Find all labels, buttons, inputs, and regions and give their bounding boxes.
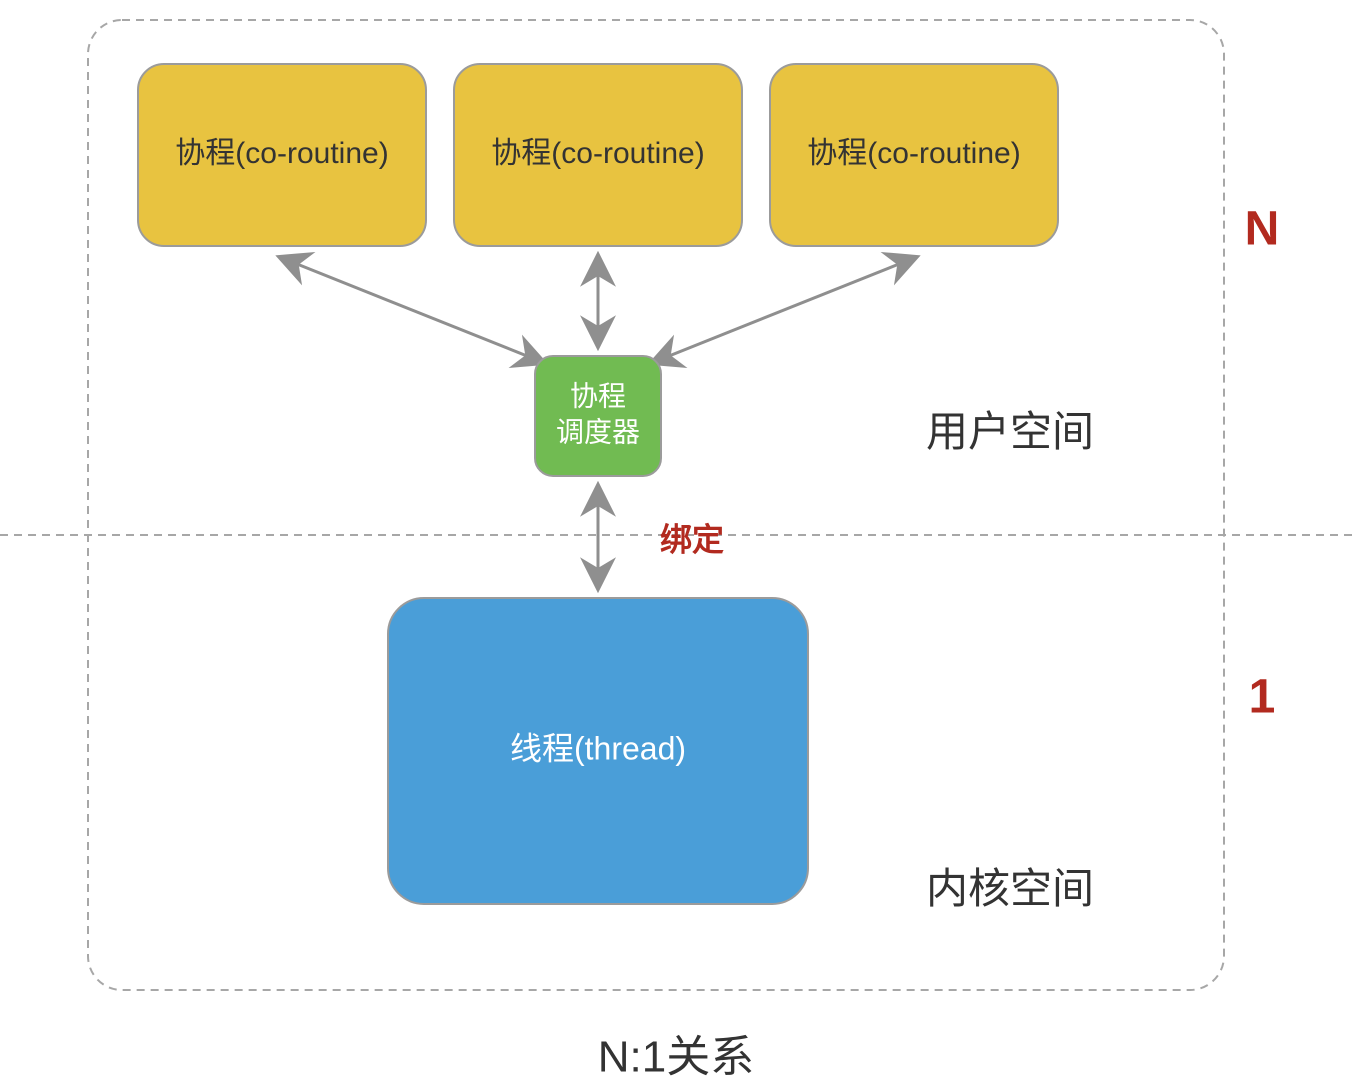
n-label: N (1245, 203, 1280, 256)
edge-co3-sched (654, 258, 914, 362)
coroutine-label: 协程(co-routine) (175, 137, 388, 170)
scheduler-node: 协程调度器 (535, 356, 661, 476)
coroutine-node-3: 协程(co-routine) (770, 64, 1058, 246)
scheduler-label-1: 协程 (570, 380, 626, 411)
thread-node: 线程(thread) (388, 598, 808, 904)
edge-co1-sched (282, 258, 542, 362)
coroutine-node-2: 协程(co-routine) (454, 64, 742, 246)
caption-label: N:1关系 (598, 1033, 754, 1082)
coroutine-node-1: 协程(co-routine) (138, 64, 426, 246)
thread-label: 线程(thread) (510, 730, 686, 766)
kernel-space-label: 内核空间 (926, 865, 1094, 912)
coroutine-label: 协程(co-routine) (491, 137, 704, 170)
coroutine-label: 协程(co-routine) (807, 137, 1020, 170)
user-space-label: 用户空间 (926, 408, 1094, 455)
one-label: 1 (1249, 671, 1276, 724)
scheduler-label-2: 调度器 (556, 416, 640, 447)
bind-label: 绑定 (660, 521, 724, 557)
